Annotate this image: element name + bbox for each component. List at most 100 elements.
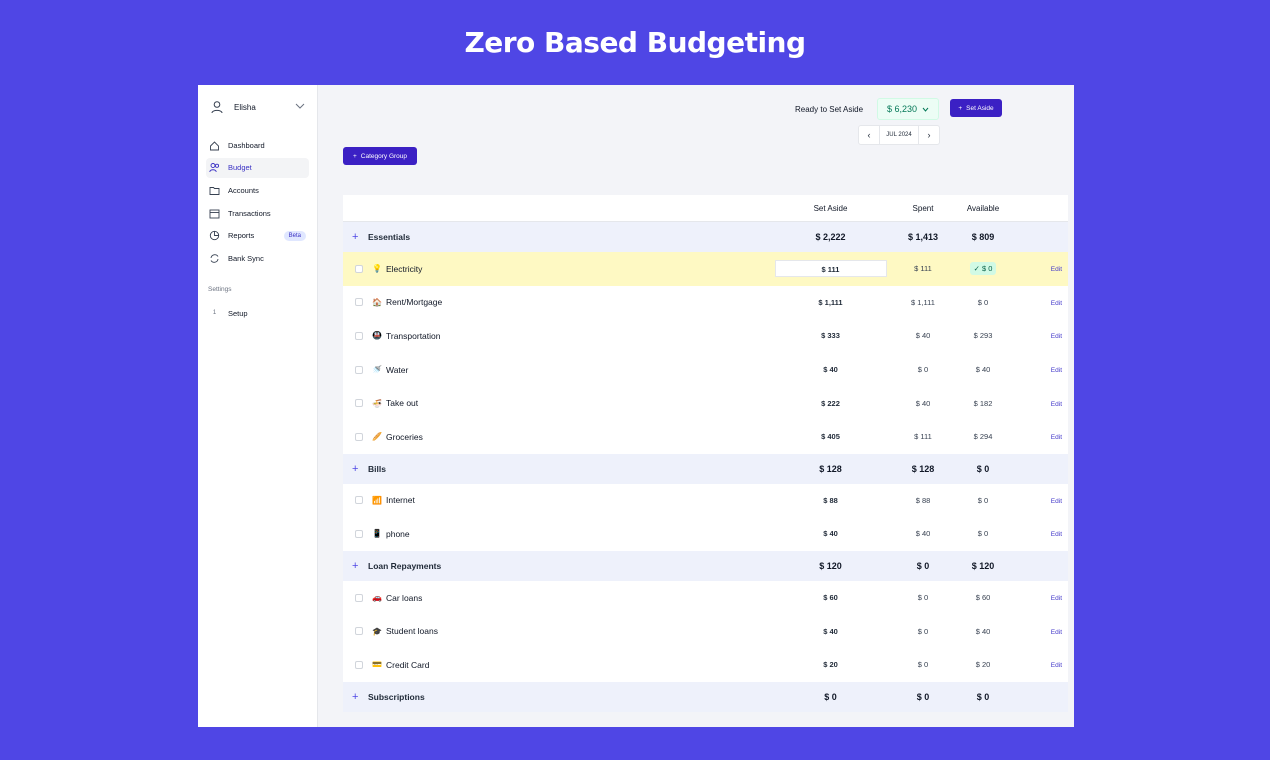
sidebar-item-label: Accounts <box>228 185 259 195</box>
row-checkbox[interactable] <box>355 298 363 307</box>
category-name-cell: 🥖 Groceries <box>343 432 763 442</box>
row-checkbox[interactable] <box>355 399 363 408</box>
set-aside-button[interactable]: + Set Aside <box>950 99 1002 117</box>
chevron-right-icon[interactable]: › <box>927 130 931 140</box>
edit-link[interactable]: Edit <box>1050 662 1062 670</box>
edit-link[interactable]: Edit <box>1050 400 1062 408</box>
edit-cell: Edit <box>1018 298 1068 307</box>
set-aside-value[interactable]: $ 1,111 <box>818 297 843 307</box>
set-aside-cell: $ 405 <box>763 432 898 441</box>
group-name: Essentials <box>368 232 411 242</box>
category-name-cell: 📶 Internet <box>343 495 763 505</box>
row-checkbox[interactable] <box>355 593 363 602</box>
set-aside-value[interactable]: $ 20 <box>823 660 838 670</box>
edit-link[interactable]: Edit <box>1050 333 1062 341</box>
user-menu[interactable]: Elisha <box>206 93 309 121</box>
available-value: $ 0 <box>977 529 989 539</box>
current-month[interactable]: JUL 2024 <box>879 126 919 144</box>
group-set-aside: $ 2,222 <box>815 232 846 242</box>
group-name: Bills <box>368 463 386 474</box>
sidebar-item-accounts[interactable]: Accounts <box>206 180 309 200</box>
add-category-group-button[interactable]: + Category Group <box>343 147 417 165</box>
row-checkbox[interactable] <box>355 432 363 441</box>
available-badge: ✓ $ 0 <box>969 262 997 276</box>
row-checkbox[interactable] <box>355 264 363 273</box>
available-value: $ 0 <box>977 297 989 307</box>
table-row: 🎓 Student loans $ 40 $ 0 $ 40 Edit <box>343 614 1068 648</box>
row-checkbox[interactable] <box>355 627 363 636</box>
group-spent: $ 0 <box>916 560 930 571</box>
sidebar-item-bank-sync[interactable]: Bank Sync <box>206 248 309 268</box>
spent-value: $ 0 <box>917 365 929 375</box>
sidebar-item-dashboard[interactable]: Dashboard <box>206 135 309 155</box>
spent-value: $ 111 <box>914 432 932 442</box>
plus-icon[interactable]: + <box>352 690 359 703</box>
sidebar-item-label: Bank Sync <box>228 253 264 263</box>
plus-icon: + <box>958 104 963 112</box>
set-aside-input[interactable]: $ 111 <box>774 260 887 278</box>
edit-link[interactable]: Edit <box>1050 595 1062 603</box>
sidebar-item-transactions[interactable]: Transactions <box>206 203 309 223</box>
group-spent: $ 0 <box>916 691 930 702</box>
category-group-row: + Essentials $ 2,222 $ 1,413 $ 809 <box>343 222 1068 252</box>
edit-link[interactable]: Edit <box>1050 299 1062 307</box>
group-name-cell: + Essentials <box>343 231 763 243</box>
category-name: Car loans <box>386 592 423 603</box>
available-value: $ 20 <box>975 660 991 670</box>
edit-link[interactable]: Edit <box>1050 266 1062 274</box>
available-cell: $ 20 <box>948 660 1018 669</box>
spent-cell: $ 0 <box>898 660 948 669</box>
column-header-available: Available <box>966 203 1000 213</box>
sidebar-item-budget[interactable]: Budget <box>206 157 309 178</box>
plus-icon: + <box>352 152 357 160</box>
set-aside-value[interactable]: $ 40 <box>823 529 838 539</box>
category-emoji-icon: 📶 <box>372 495 382 505</box>
row-checkbox[interactable] <box>355 331 363 340</box>
available-cell: $ 40 <box>948 627 1018 636</box>
table-row: 🥖 Groceries $ 405 $ 111 $ 294 Edit <box>343 420 1068 454</box>
table-row: 🚿 Water $ 40 $ 0 $ 40 Edit <box>343 353 1068 387</box>
plus-icon[interactable]: + <box>352 231 359 243</box>
user-icon <box>210 100 224 114</box>
set-aside-value[interactable]: $ 40 <box>823 626 838 636</box>
edit-link[interactable]: Edit <box>1050 367 1062 375</box>
edit-cell: Edit <box>1018 331 1068 340</box>
sidebar: Elisha Dashboard Budget Accounts Transactio… <box>198 85 318 727</box>
chevron-down-icon[interactable] <box>295 102 305 112</box>
sidebar-item-setup[interactable]: 1 Setup <box>206 303 309 323</box>
spent-value: $ 1,111 <box>911 297 935 307</box>
set-aside-value[interactable]: $ 222 <box>821 398 840 408</box>
edit-cell: Edit <box>1018 627 1068 636</box>
category-name: Take out <box>386 398 419 409</box>
edit-link[interactable]: Edit <box>1050 434 1062 442</box>
row-checkbox[interactable] <box>355 660 363 669</box>
spent-cell: $ 111 <box>898 264 948 273</box>
edit-link[interactable]: Edit <box>1050 497 1062 505</box>
row-checkbox[interactable] <box>355 365 363 374</box>
group-available: $ 809 <box>971 232 995 242</box>
edit-cell: Edit <box>1018 399 1068 408</box>
row-checkbox[interactable] <box>355 496 363 505</box>
edit-link[interactable]: Edit <box>1050 531 1062 539</box>
plus-icon[interactable]: + <box>352 559 359 572</box>
spent-cell: $ 40 <box>898 331 948 340</box>
plus-icon[interactable]: + <box>352 462 359 475</box>
spent-value: $ 0 <box>917 593 929 603</box>
table-row: 📱 phone $ 40 $ 40 $ 0 Edit <box>343 517 1068 551</box>
set-aside-cell: $ 20 <box>763 660 898 669</box>
available-value: $ 60 <box>975 593 991 603</box>
set-aside-value[interactable]: $ 60 <box>823 593 838 603</box>
sidebar-item-reports[interactable]: Reports Beta <box>206 226 309 246</box>
set-aside-value[interactable]: $ 88 <box>823 495 838 505</box>
ready-to-set-aside-dropdown[interactable]: $ 6,230 <box>877 98 939 120</box>
set-aside-value[interactable]: $ 333 <box>821 331 840 341</box>
available-cell: ✓ $ 0 <box>948 262 1018 276</box>
month-selector: ‹ JUL 2024 › <box>858 125 940 145</box>
set-aside-value[interactable]: $ 405 <box>821 432 840 442</box>
set-aside-value[interactable]: $ 40 <box>823 365 838 375</box>
row-checkbox[interactable] <box>355 529 363 538</box>
edit-link[interactable]: Edit <box>1050 628 1062 636</box>
chevron-left-icon[interactable]: ‹ <box>867 130 871 140</box>
set-aside-cell: $ 111 <box>763 260 898 278</box>
set-aside-cell: $ 222 <box>763 399 898 408</box>
